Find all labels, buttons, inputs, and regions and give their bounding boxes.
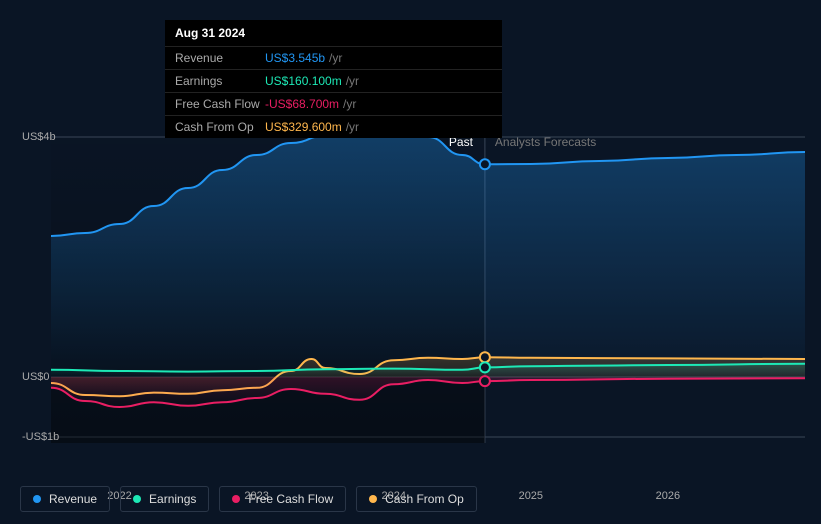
tooltip-row-suffix: /yr xyxy=(346,74,359,88)
legend-marker xyxy=(232,495,240,503)
legend-item[interactable]: Revenue xyxy=(20,486,110,512)
tooltip-row-value: -US$68.700m xyxy=(265,97,339,111)
tooltip-row: RevenueUS$3.545b/yr xyxy=(165,46,502,69)
tooltip-row-value: US$160.100m xyxy=(265,74,342,88)
tooltip-row-value: US$329.600m xyxy=(265,120,342,134)
legend-item[interactable]: Free Cash Flow xyxy=(219,486,346,512)
tooltip-row-label: Revenue xyxy=(175,51,265,65)
legend-item[interactable]: Earnings xyxy=(120,486,209,512)
y-axis-label: US$0 xyxy=(22,371,50,383)
legend-label: Earnings xyxy=(149,492,196,506)
legend-label: Free Cash Flow xyxy=(248,492,333,506)
chart-tooltip: Aug 31 2024 RevenueUS$3.545b/yrEarningsU… xyxy=(165,20,502,138)
chart-area: US$4bUS$0-US$1b 20222023202420252026 Pas… xyxy=(16,125,805,482)
legend-item[interactable]: Cash From Op xyxy=(356,486,477,512)
tooltip-row: Cash From OpUS$329.600m/yr xyxy=(165,115,502,138)
tooltip-row-label: Free Cash Flow xyxy=(175,97,265,111)
tooltip-date: Aug 31 2024 xyxy=(165,20,502,46)
legend-marker xyxy=(133,495,141,503)
tooltip-row-label: Cash From Op xyxy=(175,120,265,134)
y-axis-label: US$4b xyxy=(22,131,56,143)
tooltip-row-suffix: /yr xyxy=(346,120,359,134)
tooltip-row-label: Earnings xyxy=(175,74,265,88)
x-axis-label: 2026 xyxy=(656,490,680,502)
tooltip-row-suffix: /yr xyxy=(329,51,342,65)
chart-svg xyxy=(16,125,805,443)
legend-marker xyxy=(33,495,41,503)
legend-label: Cash From Op xyxy=(385,492,464,506)
tooltip-row: Free Cash Flow-US$68.700m/yr xyxy=(165,92,502,115)
tooltip-row-suffix: /yr xyxy=(343,97,356,111)
tooltip-row: EarningsUS$160.100m/yr xyxy=(165,69,502,92)
x-axis-label: 2025 xyxy=(519,490,543,502)
forecast-region-label: Analysts Forecasts xyxy=(495,135,596,149)
legend-marker xyxy=(369,495,377,503)
tooltip-row-value: US$3.545b xyxy=(265,51,325,65)
legend-label: Revenue xyxy=(49,492,97,506)
legend: Revenue Earnings Free Cash Flow Cash From O… xyxy=(20,486,477,512)
y-axis-label: -US$1b xyxy=(22,431,59,443)
